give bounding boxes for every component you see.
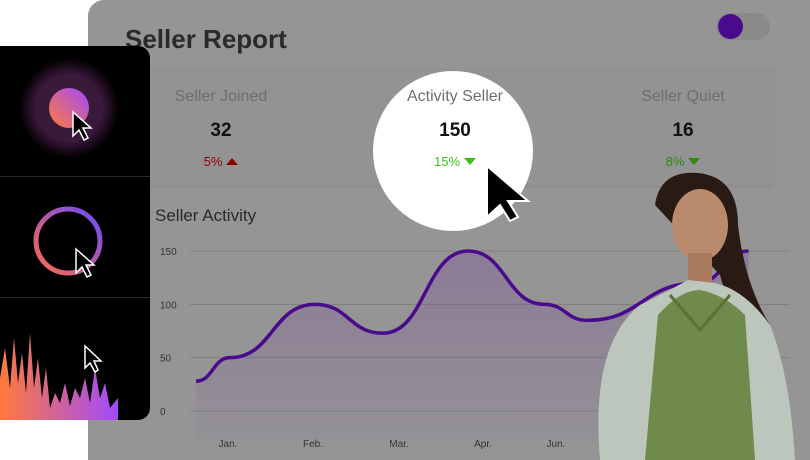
presenter-photo [598,172,795,460]
change-percent: 8% [665,154,685,169]
cursor-icon [486,163,531,223]
stat-value: 16 [672,120,694,141]
feature-panel [0,46,150,420]
y-tick-label: 150 [160,247,177,258]
page-title: Seller Report [125,24,287,54]
stat-label: Activity Seller [406,88,504,105]
stat-seller-quiet: Seller Quiet 16 8% [583,70,783,169]
change-percent: 5% [203,154,223,169]
section-glow-orb [0,46,150,177]
activity-line [195,249,749,383]
stat-change: 5% [121,154,321,169]
cursor-icon [84,344,103,374]
chart-title: Seller Activity [155,206,257,225]
stat-seller-joined: Seller Joined 32 5% [121,70,321,169]
y-tick-label: 100 [160,300,177,311]
stat-change: 15% [355,154,555,169]
y-tick-label: 50 [160,354,172,365]
arrow-up-icon [226,158,239,165]
x-tick-label: Mar. [389,439,408,450]
stat-label: Seller Quiet [641,88,725,105]
stat-activity-seller: Activity Seller 150 15% [355,70,555,169]
x-tick-label: Jun. [547,439,566,450]
x-tick-label: Jan. [219,439,238,450]
arrow-down-icon [688,158,701,165]
x-tick-label: Feb. [303,439,323,450]
section-ring [0,177,150,298]
change-percent: 15% [433,154,461,169]
toggle-knob [718,14,743,39]
waveform-icon [0,333,118,420]
cursor-icon [72,110,93,142]
theme-toggle[interactable] [716,13,770,40]
stat-change: 8% [583,154,783,169]
stat-value: 150 [439,120,471,141]
section-waveform [0,298,150,420]
y-tick-label: 0 [160,407,166,418]
cursor-icon [75,247,96,279]
x-tick-label: Apr. [474,439,492,450]
stat-label: Seller Joined [174,88,268,105]
arrow-down-icon [464,158,477,165]
ring-icon [33,206,103,276]
stat-value: 32 [210,120,232,141]
